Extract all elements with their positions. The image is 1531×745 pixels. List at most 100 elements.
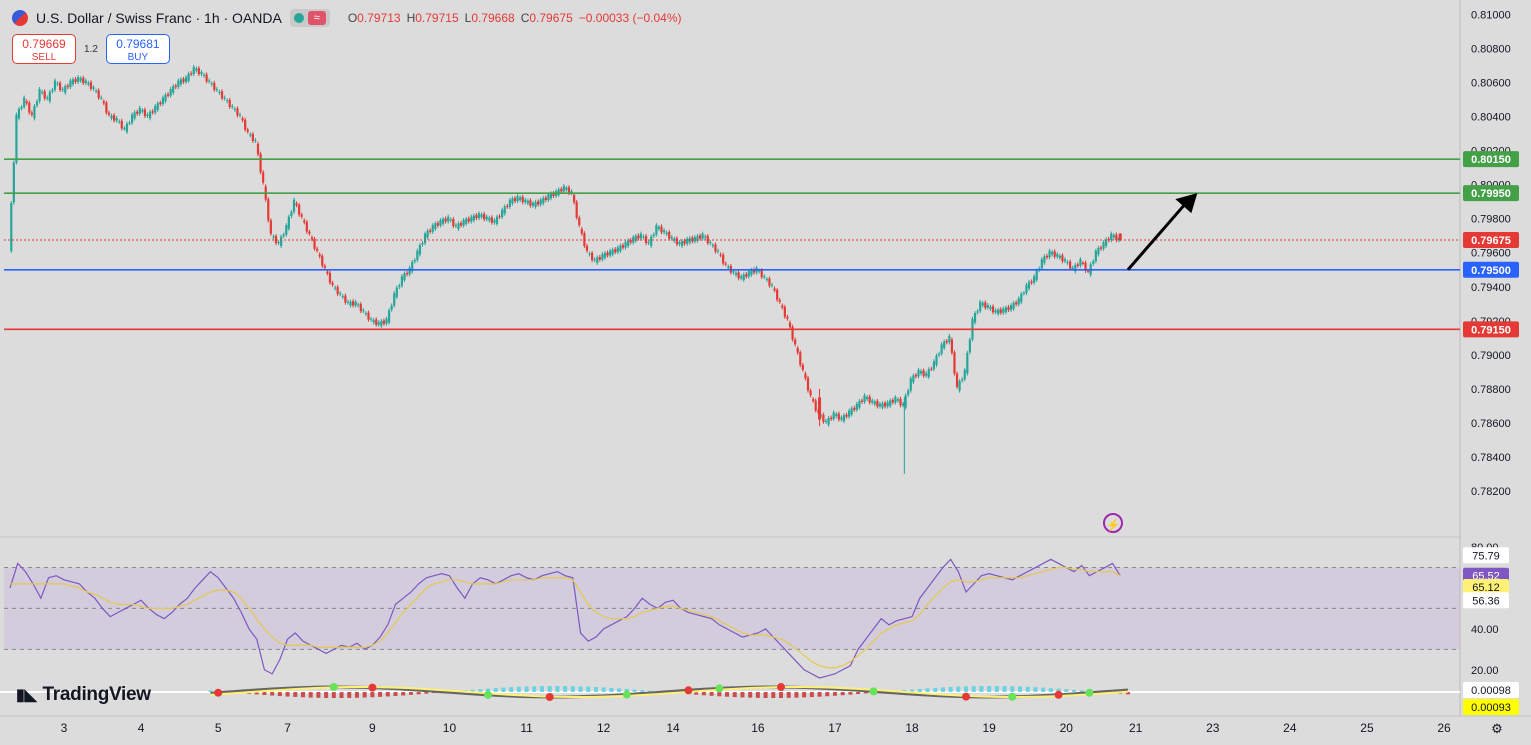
candle [298, 204, 301, 215]
candle [585, 245, 589, 251]
tradingview-logo[interactable]: ▮◣ TradingView [16, 684, 151, 705]
candle [277, 242, 280, 244]
candle [966, 352, 969, 374]
y-tick-label: 0.78200 [1471, 486, 1511, 498]
candle [331, 282, 334, 285]
macd-histogram-bar [339, 692, 344, 698]
candle [213, 82, 216, 90]
candle [151, 111, 154, 113]
candle [778, 299, 781, 302]
candle [148, 111, 152, 119]
symbol-title[interactable]: U.S. Dollar / Swiss Franc · 1h · OANDA [36, 10, 282, 26]
candle [184, 77, 188, 83]
y-tick-label: 0.79000 [1471, 350, 1511, 362]
candle [23, 97, 26, 107]
candle [531, 203, 535, 206]
candle [799, 352, 802, 366]
candle [493, 220, 496, 223]
candle [575, 201, 578, 218]
candle [308, 231, 311, 234]
candle [197, 68, 200, 75]
candle [282, 234, 285, 237]
candle [115, 117, 118, 121]
candle [341, 296, 344, 298]
candle [539, 199, 542, 205]
macd-histogram-bar [940, 687, 945, 692]
macd-cross-marker [869, 687, 878, 696]
candle [706, 236, 709, 244]
macd-histogram-bar [1048, 688, 1053, 692]
buy-button[interactable]: 0.79681 BUY [105, 34, 170, 64]
candle [914, 374, 918, 377]
candle [945, 340, 948, 343]
x-tick-label: 11 [520, 721, 533, 735]
candle [506, 205, 509, 207]
trade-panel: 0.79669 SELL 1.2 0.79681 BUY [12, 34, 170, 64]
candle [796, 348, 799, 353]
candle [958, 381, 961, 391]
macd-histogram-bar [347, 692, 352, 698]
macd-histogram-bar [408, 692, 413, 695]
candle [262, 172, 265, 183]
macd-histogram-bar [1025, 686, 1030, 692]
rsi-value-label: 56.36 [1472, 595, 1500, 607]
candle [249, 134, 252, 136]
candle [868, 396, 871, 403]
macd-cross-marker [622, 690, 631, 699]
candle [351, 301, 355, 306]
candle [349, 301, 352, 306]
candle [465, 218, 468, 224]
candle [321, 255, 324, 266]
candle [354, 301, 357, 306]
status-pill[interactable]: ≈ [289, 9, 330, 27]
candle [711, 245, 714, 247]
candle [1027, 281, 1031, 289]
x-tick-label: 26 [1437, 721, 1451, 735]
candle [848, 410, 851, 417]
candle [542, 197, 545, 204]
price-level-label: 0.79950 [1471, 188, 1511, 200]
macd-histogram-bar [740, 692, 745, 698]
trend-arrow-head [1175, 193, 1198, 214]
macd-histogram-bar [354, 692, 359, 698]
candle [675, 238, 679, 245]
candle [393, 293, 396, 306]
candle [727, 266, 730, 269]
candle [405, 272, 409, 275]
candle [344, 295, 347, 303]
candle [644, 236, 648, 244]
candle [521, 196, 524, 203]
candle [598, 257, 601, 260]
x-tick-label: 7 [284, 721, 291, 735]
candle [210, 83, 213, 85]
candle [82, 77, 85, 84]
candle [1097, 247, 1100, 255]
candle [608, 250, 612, 256]
candle [788, 322, 792, 328]
candle [25, 101, 28, 104]
candle [421, 243, 424, 245]
candle [84, 80, 87, 84]
candle [963, 369, 966, 380]
candle [686, 238, 689, 244]
candle [1066, 262, 1069, 264]
candle [773, 288, 776, 291]
candle [377, 322, 380, 325]
candle [159, 102, 162, 105]
macd-histogram-bar [308, 692, 313, 698]
macd-histogram-bar [370, 692, 375, 698]
macd-histogram-bar [825, 692, 830, 697]
candle [156, 103, 159, 110]
trend-arrow-shaft [1126, 198, 1191, 271]
candle [441, 218, 445, 224]
macd-histogram-bar [1071, 689, 1076, 692]
lightning-icon[interactable]: ⚡ [1103, 513, 1123, 533]
candle [845, 414, 848, 417]
candle [549, 193, 553, 199]
price-level-label-bg [1463, 185, 1519, 202]
candle [922, 370, 925, 376]
candle [125, 123, 129, 132]
candle [467, 218, 470, 222]
sell-button[interactable]: 0.79669 SELL [12, 34, 76, 64]
